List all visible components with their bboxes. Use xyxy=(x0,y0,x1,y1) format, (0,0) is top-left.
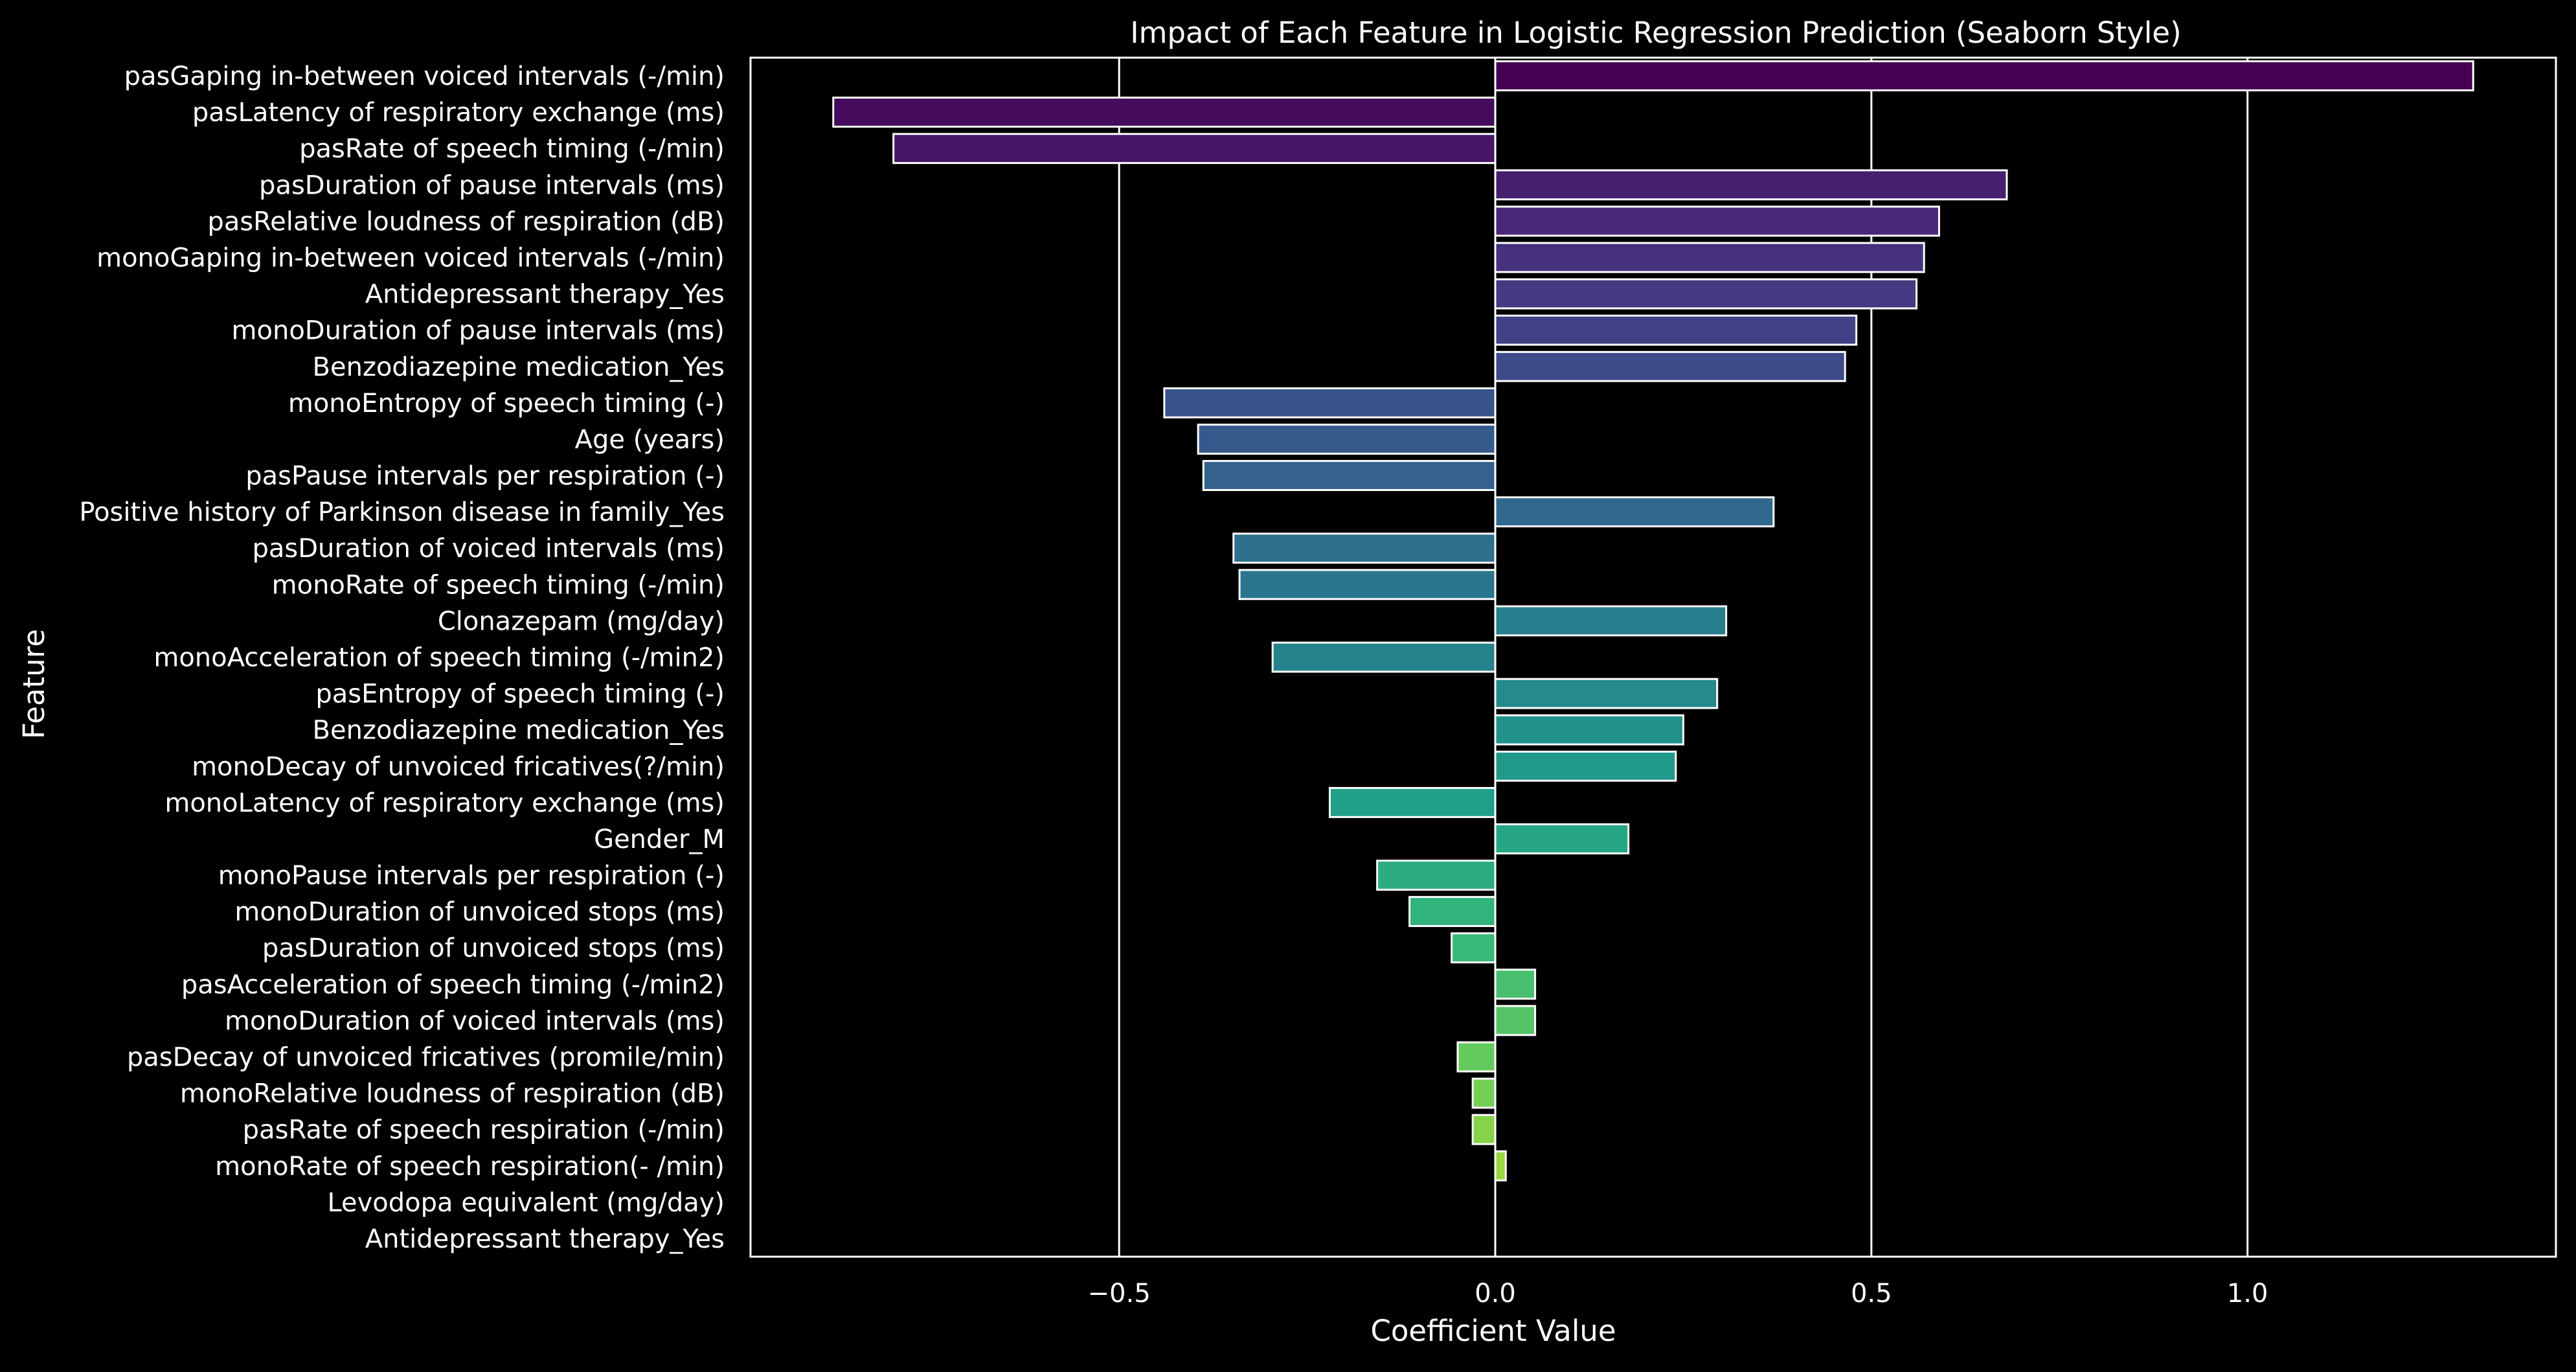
bar xyxy=(1197,424,1497,455)
y-category-label: pasDuration of unvoiced stops (ms) xyxy=(262,933,725,963)
bar xyxy=(1408,896,1497,928)
y-category-label: pasDuration of pause intervals (ms) xyxy=(259,170,725,200)
bar xyxy=(1494,714,1684,746)
bar xyxy=(1238,569,1497,600)
y-category-label: monoRelative loudness of respiration (dB… xyxy=(180,1079,725,1109)
y-category-label: pasDuration of voiced intervals (ms) xyxy=(253,534,725,564)
y-category-label: monoRate of speech respiration(- /min) xyxy=(215,1152,725,1182)
y-category-label: Levodopa equivalent (mg/day) xyxy=(327,1188,725,1218)
bar xyxy=(892,133,1497,165)
bar xyxy=(1494,1005,1537,1036)
bar xyxy=(1494,60,2474,91)
y-category-label: Positive history of Parkinson disease in… xyxy=(79,497,725,527)
y-category-label: pasRate of speech timing (-/min) xyxy=(299,134,725,164)
bar xyxy=(1456,1041,1497,1073)
y-category-label: Antidepressant therapy_Yes xyxy=(365,280,725,310)
bar xyxy=(1494,278,1918,310)
y-category-label: pasGaping in-between voiced intervals (-… xyxy=(124,62,725,91)
bar xyxy=(1232,532,1497,564)
y-category-label: monoDecay of unvoiced fricatives(?/min) xyxy=(192,752,725,782)
y-category-label: monoAcceleration of speech timing (-/min… xyxy=(153,643,725,673)
bar xyxy=(1494,968,1537,1000)
bar xyxy=(1494,350,1846,382)
plot-frame xyxy=(749,56,2557,1258)
y-category-label: Antidepressant therapy_Yes xyxy=(365,1224,725,1254)
bars xyxy=(832,60,2474,1182)
y-category-label: pasEntropy of speech timing (-) xyxy=(315,680,725,709)
bar xyxy=(1494,314,1858,346)
y-category-label: monoRate of speech timing (-/min) xyxy=(272,570,725,600)
bar xyxy=(1494,496,1775,528)
bar xyxy=(1494,605,1728,637)
bar xyxy=(1494,242,1925,273)
y-category-label: monoDuration of voiced intervals (ms) xyxy=(225,1006,725,1036)
y-category-label: pasDecay of unvoiced fricatives (promile… xyxy=(127,1043,725,1073)
x-tick-labels: −0.5 0.0 0.5 1.0 xyxy=(1088,1279,2268,1309)
bar xyxy=(1494,750,1677,782)
bar xyxy=(832,97,1497,128)
x-tick-label: −0.5 xyxy=(1088,1279,1151,1309)
bar xyxy=(1271,641,1497,673)
y-category-label: Age (years) xyxy=(575,425,725,455)
bar xyxy=(1328,786,1497,818)
bar xyxy=(1471,1114,1497,1145)
bar xyxy=(1494,1150,1507,1182)
x-tick-label: 1.0 xyxy=(2227,1279,2268,1309)
y-category-label: Gender_M xyxy=(594,825,725,854)
bar xyxy=(1202,460,1497,491)
y-category-label: monoDuration of unvoiced stops (ms) xyxy=(234,897,725,927)
x-tick-label: 0.5 xyxy=(1851,1279,1892,1309)
bar xyxy=(1471,1077,1497,1109)
bar xyxy=(1451,932,1497,964)
y-category-labels: pasGaping in-between voiced intervals (-… xyxy=(79,62,725,1254)
bar xyxy=(1494,678,1719,709)
chart-title: Impact of Each Feature in Logistic Regre… xyxy=(1130,16,2181,50)
y-category-label: monoPause intervals per respiration (-) xyxy=(218,861,725,891)
bar xyxy=(1494,823,1630,854)
x-tick-label: 0.0 xyxy=(1474,1279,1516,1309)
y-category-label: monoDuration of pause intervals (ms) xyxy=(232,316,725,346)
y-category-label: Benzodiazepine medication_Yes xyxy=(313,716,725,746)
y-category-label: pasPause intervals per respiration (-) xyxy=(245,461,725,491)
y-category-label: Clonazepam (mg/day) xyxy=(438,606,725,636)
bar xyxy=(1376,860,1497,891)
y-category-label: Benzodiazepine medication_Yes xyxy=(313,352,725,382)
y-category-label: monoEntropy of speech timing (-) xyxy=(288,389,725,418)
y-category-label: pasRelative loudness of respiration (dB) xyxy=(207,207,725,236)
y-axis-title: Feature xyxy=(17,629,51,739)
bar xyxy=(1494,169,2008,201)
y-category-label: monoLatency of respiratory exchange (ms) xyxy=(164,788,725,818)
y-category-label: pasAcceleration of speech timing (-/min2… xyxy=(181,970,725,1000)
bar xyxy=(1163,387,1497,418)
x-axis-title: Coefficient Value xyxy=(1370,1314,1616,1348)
y-category-label: pasRate of speech respiration (-/min) xyxy=(243,1115,725,1145)
y-category-label: monoGaping in-between voiced intervals (… xyxy=(96,244,725,273)
y-category-label: pasLatency of respiratory exchange (ms) xyxy=(192,98,725,128)
bar xyxy=(1494,205,1940,237)
